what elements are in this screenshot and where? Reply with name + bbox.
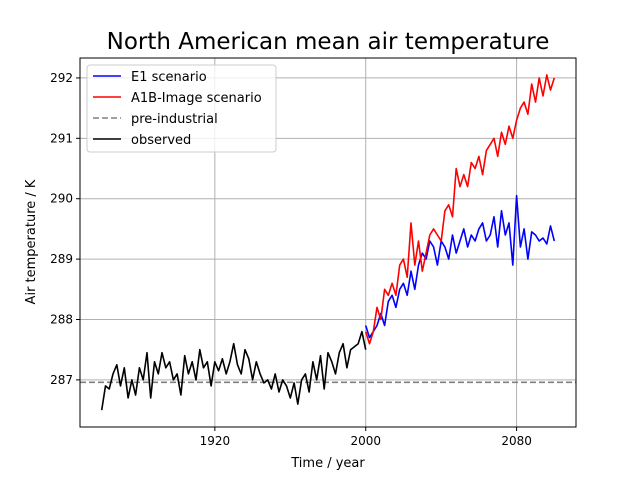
y-tick-label: 292 (50, 71, 73, 85)
legend-label-a1b-image-scenario: A1B-Image scenario (131, 91, 262, 106)
x-tick-label: 1920 (200, 434, 231, 448)
y-tick-label: 288 (50, 313, 73, 327)
x-tick-label: 2000 (350, 434, 381, 448)
y-axis-label: Air temperature / K (24, 179, 39, 304)
legend: E1 scenario A1B-Image scenario pre-industr… (86, 64, 277, 153)
chart-title: North American mean air temperature (107, 29, 550, 55)
y-tick-label: 291 (50, 131, 73, 145)
series-line-a1b-image-scenario (364, 74, 556, 345)
y-tick-label: 289 (50, 252, 73, 266)
series-line-e1-scenario (364, 194, 556, 339)
series-line-observed (100, 330, 367, 411)
x-axis-label: Time / year (290, 456, 365, 471)
y-tick-label: 290 (50, 192, 73, 206)
legend-box (86, 64, 277, 153)
plot-frame (79, 57, 577, 428)
series-group (80, 74, 576, 411)
legend-label-observed: observed (131, 133, 191, 148)
x-tick-label: 2080 (501, 434, 532, 448)
legend-label-e1-scenario: E1 scenario (131, 70, 207, 85)
ticks: 1920 2000 2080 287 288 289 290 291 292 (50, 71, 532, 448)
y-tick-label: 287 (50, 373, 73, 387)
legend-label-pre-industrial: pre-industrial (131, 112, 218, 127)
